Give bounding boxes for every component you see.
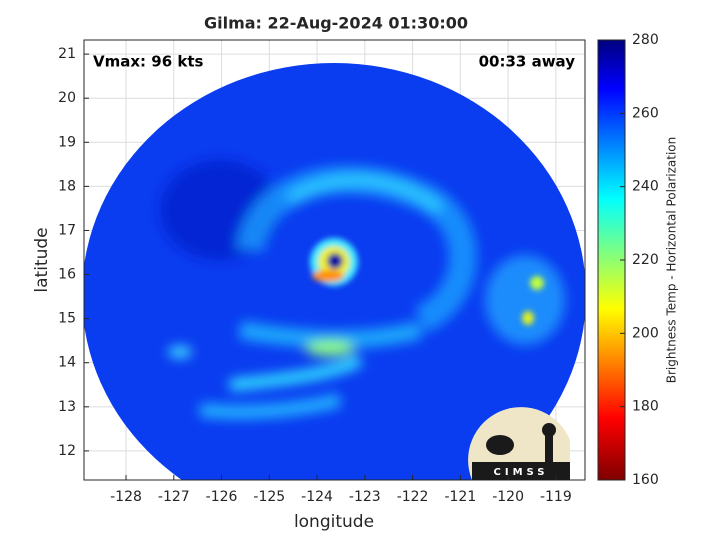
x-tick-label: -124 [301, 489, 333, 505]
plot-frame [83, 39, 586, 481]
y-tick-label: 17 [58, 222, 76, 238]
x-tick-label: -122 [397, 489, 429, 505]
y-tick-label: 16 [58, 267, 76, 283]
x-tick-label: -125 [253, 489, 285, 505]
colorbar-tick-label: 280 [632, 32, 659, 48]
x-tick-label: -119 [540, 489, 572, 505]
colorbar-tick-label: 220 [632, 252, 659, 268]
x-tick-label: -126 [206, 489, 238, 505]
annotation: Vmax: 96 kts [93, 53, 203, 71]
colorbar-tick-label: 180 [632, 399, 659, 415]
y-tick-label: 21 [58, 46, 76, 62]
x-axis-label: longitude [294, 512, 374, 532]
y-tick-label: 14 [58, 355, 76, 371]
x-tick-label: -120 [492, 489, 524, 505]
colorbar-tick-label: 160 [632, 472, 659, 488]
y-tick-label: 19 [58, 134, 76, 150]
y-tick-label: 20 [58, 90, 76, 106]
logo-text: CIMSS [494, 467, 549, 478]
x-tick-label: -121 [444, 489, 476, 505]
colorbar-tick-label: 260 [632, 105, 659, 121]
colorbar-tick-label: 240 [632, 179, 659, 195]
y-tick-label: 12 [58, 443, 76, 459]
x-tick-label: -128 [110, 489, 142, 505]
x-tick-label: -123 [349, 489, 381, 505]
annotation: 00:33 away [479, 53, 576, 71]
y-tick-label: 13 [58, 399, 76, 415]
y-tick-label: 15 [58, 311, 76, 327]
chart-title: Gilma: 22-Aug-2024 01:30:00 [204, 14, 468, 33]
colorbar-label: Brightness Temp - Horizontal Polarizatio… [665, 137, 679, 384]
colorbar-tick-label: 200 [632, 325, 659, 341]
y-tick-label: 18 [58, 178, 76, 194]
satellite-image [84, 63, 585, 480]
y-axis-label: latitude [32, 227, 52, 292]
logo: CIMSS [468, 407, 570, 480]
x-tick-label: -127 [158, 489, 190, 505]
